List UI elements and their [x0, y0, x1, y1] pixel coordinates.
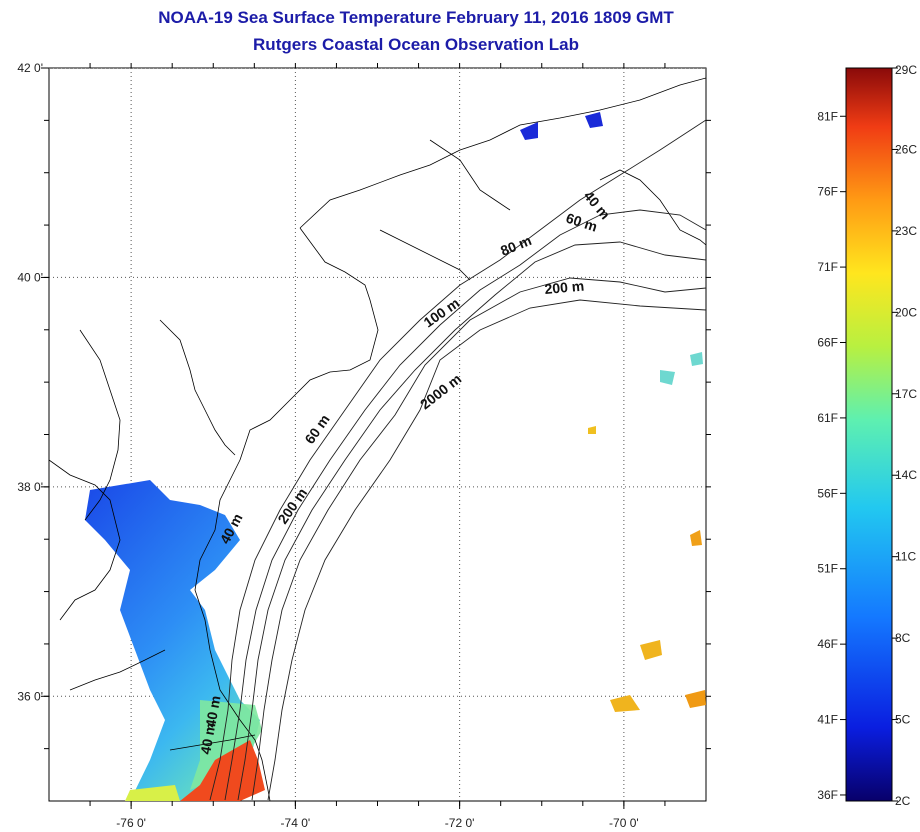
lat-tick-label: 38 0' — [17, 480, 43, 494]
contour-label: 40 m — [197, 721, 218, 755]
colorbar-celsius-label: 2C — [895, 794, 911, 808]
colorbar-ramp — [845, 67, 893, 802]
sst-data-layer — [85, 112, 706, 801]
lat-tick-label: 36 0' — [17, 689, 43, 703]
contour-label: 40 m — [202, 694, 223, 728]
map-axes: -76 0' -74 0' -72 0' -70 0' 42 0' 40 0' 38 0' 3… — [17, 61, 711, 830]
map-frame — [48, 67, 707, 802]
graticule — [49, 68, 706, 801]
lon-tick-label: -70 0' — [609, 816, 639, 830]
map-title: NOAA-19 Sea Surface Temperature February… — [158, 8, 674, 27]
lon-tick-label: -76 0' — [116, 816, 146, 830]
colorbar-fahrenheit-label: 81F — [817, 109, 838, 123]
colorbar-celsius-label: 17C — [895, 387, 917, 401]
colorbar-fahrenheit-label: 61F — [817, 411, 838, 425]
colorbar-celsius-label: 8C — [895, 631, 911, 645]
colorbar-fahrenheit-label: 71F — [817, 260, 838, 274]
colorbar-celsius-label: 5C — [895, 713, 911, 727]
colorbar-fahrenheit-label: 36F — [817, 788, 838, 802]
colorbar-celsius-label: 20C — [895, 305, 917, 319]
colorbar-celsius-label: 11C — [895, 550, 916, 564]
colorbar-fahrenheit-label: 56F — [817, 486, 838, 500]
colorbar-fahrenheit-label: 76F — [817, 185, 838, 199]
contour-label: 200 m — [544, 278, 585, 297]
lon-tick-label: -72 0' — [445, 816, 475, 830]
colorbar-fahrenheit-label: 66F — [817, 335, 838, 349]
lat-tick-label: 40 0' — [17, 270, 43, 284]
colorbar-fahrenheit-label: 46F — [817, 637, 838, 651]
colorbar-celsius-label: 14C — [895, 468, 917, 482]
colorbar-fahrenheit-label: 51F — [817, 562, 838, 576]
colorbar-celsius-label: 29C — [895, 63, 917, 77]
colorbar-celsius-label: 26C — [895, 142, 917, 156]
lat-tick-label: 42 0' — [17, 61, 43, 75]
colorbar-fahrenheit-label: 41F — [817, 713, 838, 727]
lon-tick-label: -74 0' — [281, 816, 311, 830]
bathymetry-contours — [209, 119, 706, 801]
colorbar-celsius-label: 23C — [895, 224, 917, 238]
colorbar: 29C 26C 23C 20C 17C 14C 11C 8C 5C 2C 81F 76F 71F 66F 6… — [817, 63, 917, 808]
coastline — [49, 77, 706, 801]
map-subtitle: Rutgers Coastal Ocean Observation Lab — [253, 35, 579, 54]
